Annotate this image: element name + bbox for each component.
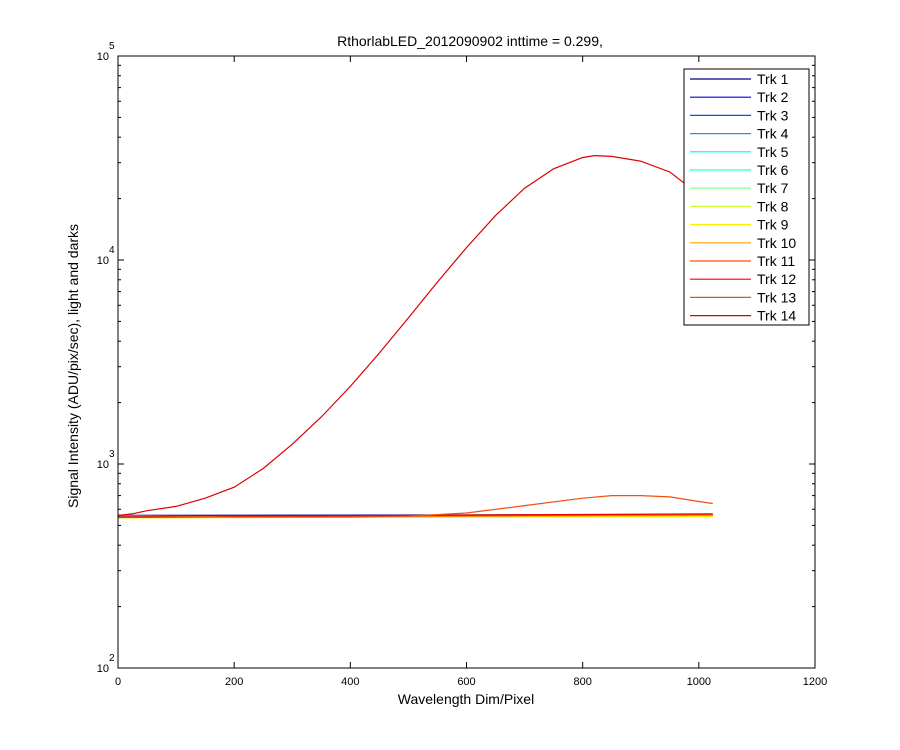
legend: Trk 1 Trk 2 Trk 3 Trk 4 Trk 5 Trk 6 Trk 7 Trk 8… <box>683 68 810 326</box>
legend-item: Trk 8 <box>690 198 789 214</box>
legend-box <box>683 68 810 326</box>
legend-label: Trk 9 <box>757 217 789 233</box>
legend-label: Trk 11 <box>757 253 795 269</box>
legend-label: Trk 7 <box>757 180 789 196</box>
legend-label: Trk 6 <box>757 162 789 178</box>
legend-label: Trk 8 <box>757 198 789 214</box>
legend-item: Trk 7 <box>690 180 789 196</box>
y-tick-exponent: 2 <box>109 653 115 664</box>
y-tick-label: 102 <box>97 653 115 675</box>
chart-title: RthorlabLED_2012090902 inttime = 0.299, <box>337 33 603 49</box>
legend-item: Trk 4 <box>690 126 789 142</box>
legend-item: Trk 9 <box>690 217 789 233</box>
x-tick-label: 200 <box>225 676 243 688</box>
legend-label: Trk 10 <box>757 235 796 251</box>
legend-item: Trk 14 <box>690 308 796 324</box>
series-line-trk-13 <box>117 495 713 518</box>
x-tick-label: 1000 <box>687 676 711 688</box>
x-tick-label: 600 <box>457 676 475 688</box>
y-tick-exponent: 4 <box>109 245 115 256</box>
legend-label: Trk 13 <box>757 289 796 305</box>
legend-entries: Trk 1 Trk 2 Trk 3 Trk 4 Trk 5 Trk 6 Trk 7 Trk 8… <box>690 71 796 324</box>
y-tick-exponent: 3 <box>109 449 115 460</box>
legend-item: Trk 6 <box>690 162 789 178</box>
legend-item: Trk 10 <box>690 235 796 251</box>
legend-label: Trk 2 <box>757 89 789 105</box>
legend-item: Trk 2 <box>690 89 789 105</box>
x-tick-label: 400 <box>341 676 359 688</box>
x-tick-label: 800 <box>573 676 591 688</box>
legend-item: Trk 11 <box>690 253 795 269</box>
legend-label: Trk 12 <box>757 271 796 287</box>
y-tick-base: 10 <box>97 663 109 675</box>
series-line-trk-14 <box>117 154 700 516</box>
y-tick-base: 10 <box>97 459 109 471</box>
legend-label: Trk 1 <box>757 71 789 87</box>
x-tick-label: 0 <box>115 676 121 688</box>
y-tick-base: 10 <box>97 255 109 267</box>
legend-label: Trk 14 <box>757 308 796 324</box>
legend-item: Trk 12 <box>690 271 796 287</box>
series-layer <box>117 154 713 519</box>
legend-label: Trk 3 <box>757 107 789 123</box>
y-tick-base: 10 <box>97 51 109 63</box>
y-tick-label: 105 <box>97 41 115 63</box>
legend-item: Trk 5 <box>690 144 789 160</box>
legend-label: Trk 4 <box>757 126 789 142</box>
legend-item: Trk 13 <box>690 289 796 305</box>
legend-item: Trk 3 <box>690 107 789 123</box>
legend-label: Trk 5 <box>757 144 789 160</box>
y-tick-label: 103 <box>97 449 115 471</box>
legend-item: Trk 1 <box>690 71 789 87</box>
y-axis-label: Signal Intensity (ADU/pix/sec), light an… <box>65 224 81 508</box>
x-axis-label: Wavelength Dim/Pixel <box>398 691 534 707</box>
x-tick-label: 1200 <box>803 676 827 688</box>
y-tick-exponent: 5 <box>109 41 115 52</box>
y-tick-label: 104 <box>97 245 115 267</box>
